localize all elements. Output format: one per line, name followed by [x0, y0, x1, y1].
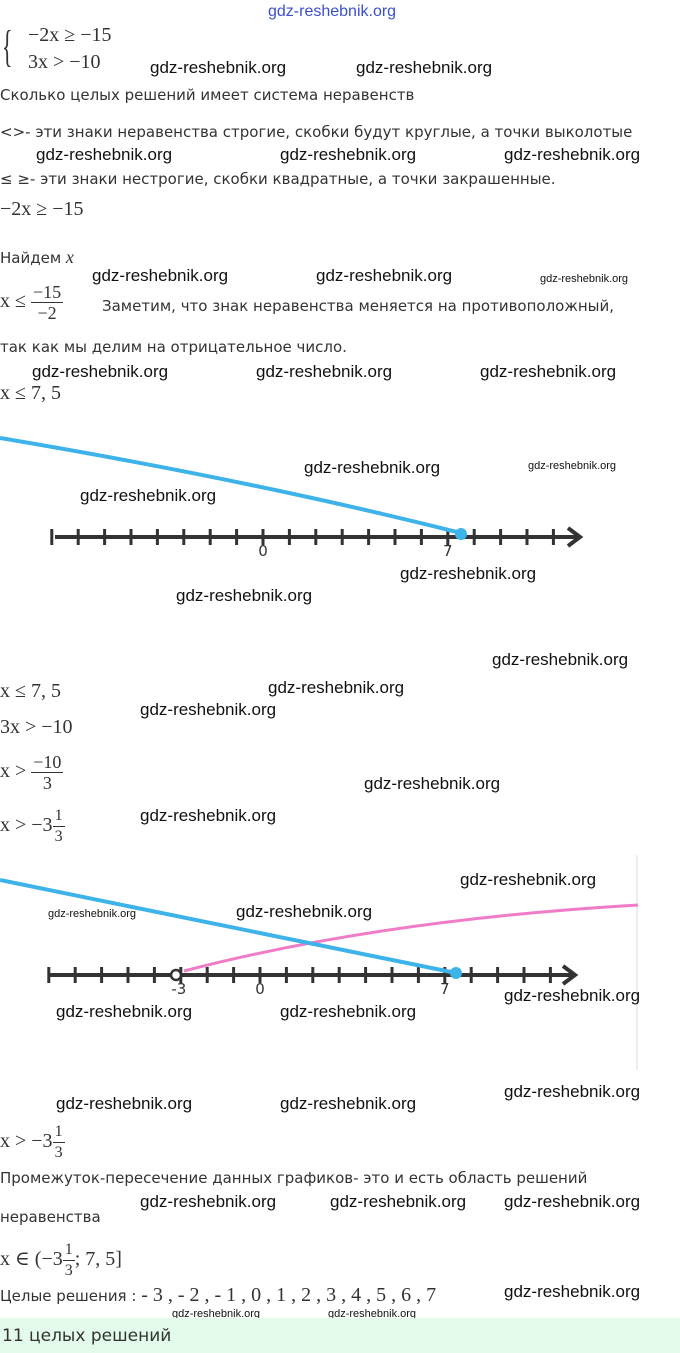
watermark: gdz-reshebnik.org [268, 678, 405, 697]
watermark: gdz-reshebnik.org [528, 460, 617, 472]
watermark: gdz-reshebnik.org [176, 586, 313, 605]
watermark: gdz-reshebnik.org [504, 1192, 641, 1211]
watermark: gdz-reshebnik.org [80, 486, 217, 505]
watermark: gdz-reshebnik.org [92, 266, 229, 285]
watermark: gdz-reshebnik.org [492, 650, 629, 669]
watermark: gdz-reshebnik.org [504, 1082, 641, 1101]
watermark: gdz-reshebnik.org [36, 145, 173, 164]
tick-label: 7 [443, 542, 453, 560]
watermark: gdz-reshebnik.org [280, 1094, 417, 1113]
closed-point [455, 528, 467, 540]
watermark: gdz-reshebnik.org [56, 1002, 193, 1021]
watermark: gdz-reshebnik.org [256, 362, 393, 381]
step-5: 3x > −10 [0, 716, 73, 738]
watermark: gdz-reshebnik.org [56, 1094, 193, 1113]
watermark: gdz-reshebnik.org [140, 1192, 277, 1211]
find-x: Найдем x [0, 247, 74, 267]
answer-text: 11 целых решений [2, 1326, 172, 1346]
answer-box: 11 целых решений [0, 1318, 680, 1353]
solution-interval: x ∈ (−3 1 3; 7, 5] [0, 1241, 122, 1279]
nonstrict-note: ≤ ≥- эти знаки нестрогие, скобки квадрат… [0, 170, 556, 188]
watermark: gdz-reshebnik.org [172, 1308, 261, 1320]
tick-label: 0 [255, 980, 265, 998]
number-line-2: -3 0 7 [0, 855, 639, 1070]
step-6: x > −10 3 [0, 752, 64, 793]
closed-point [450, 967, 462, 979]
watermark: gdz-reshebnik.org [460, 870, 597, 889]
watermark: gdz-reshebnik.org [304, 458, 441, 477]
tick-label: -3 [171, 980, 186, 998]
watermark: gdz-reshebnik.org [400, 564, 537, 583]
watermark: gdz-reshebnik.org [356, 58, 493, 77]
strict-note: <>- эти знаки неравенства строгие, скобк… [0, 123, 633, 141]
watermark: gdz-reshebnik.org [364, 774, 501, 793]
step-3: x ≤ 7, 5 [0, 382, 61, 404]
step-1: −2x ≥ −15 [0, 198, 84, 220]
watermark: gdz-reshebnik.org [330, 1192, 467, 1211]
step-4: x ≤ 7, 5 [0, 680, 61, 702]
step-7: x > −3 1 3 [0, 807, 65, 845]
integer-solutions: Целые решения : - 3 , - 2 , - 1 , 0 , 1 … [0, 1284, 437, 1306]
watermark: gdz-reshebnik.org [504, 1282, 641, 1301]
intersection-note-2: неравенства [0, 1208, 101, 1226]
tick-label: 7 [440, 980, 450, 998]
watermark: gdz-reshebnik.org [328, 1308, 417, 1320]
step-2: x ≤ −15 −2 [0, 282, 64, 323]
watermark: gdz-reshebnik.org [280, 145, 417, 164]
watermark: gdz-reshebnik.org [316, 266, 453, 285]
step-8: x > −3 1 3 [0, 1123, 65, 1161]
solution-ray-pink [183, 903, 639, 973]
intersection-note: Промежуток-пересечение данных графиков- … [0, 1169, 588, 1187]
open-point [169, 968, 183, 982]
sign-change-note: Заметим, что знак неравенства меняется н… [102, 297, 615, 315]
system-line-2: 3x > −10 [28, 51, 101, 73]
watermark: gdz-reshebnik.org [140, 700, 277, 719]
watermark: gdz-reshebnik.org [268, 3, 397, 20]
watermark: gdz-reshebnik.org [32, 362, 169, 381]
axis-arrow [561, 964, 579, 986]
watermark: gdz-reshebnik.org [140, 806, 277, 825]
question-text: Сколько целых решений имеет система нера… [0, 86, 415, 104]
watermark: gdz-reshebnik.org [280, 1002, 417, 1021]
watermark: gdz-reshebnik.org [504, 986, 641, 1005]
axis-arrow [566, 526, 584, 548]
watermark: gdz-reshebnik.org [150, 58, 287, 77]
system-line-1: −2x ≥ −15 [28, 24, 112, 46]
tick-label: 0 [258, 542, 268, 560]
watermark: gdz-reshebnik.org [236, 902, 373, 921]
brace: { [2, 22, 13, 71]
solution-ray-blue [0, 878, 457, 975]
sign-change-note-2: так как мы делим на отрицательное число. [0, 338, 347, 356]
watermark: gdz-reshebnik.org [504, 145, 641, 164]
watermark: gdz-reshebnik.org [480, 362, 617, 381]
watermark: gdz-reshebnik.org [48, 908, 137, 920]
solution-ray-blue [0, 436, 462, 535]
watermark: gdz-reshebnik.org [540, 273, 629, 285]
